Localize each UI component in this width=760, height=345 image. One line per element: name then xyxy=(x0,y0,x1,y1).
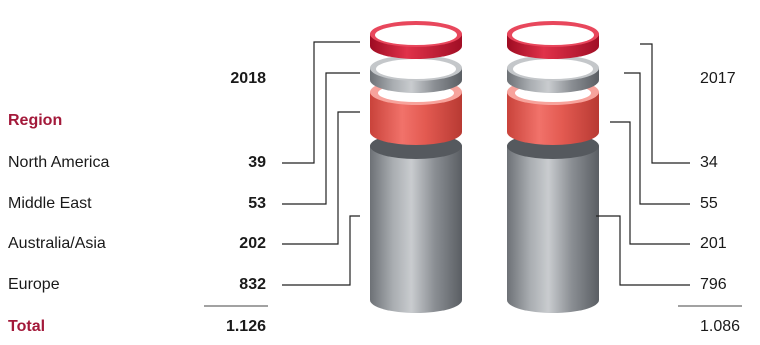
tube-stack-2018 xyxy=(370,21,462,313)
leader-2018-middle-east xyxy=(282,72,360,205)
tube-stack-2017 xyxy=(507,21,599,313)
value-2018-north-america: 39 xyxy=(248,154,266,171)
tube-segment-europe-2017 xyxy=(507,146,599,313)
region-heading: Region xyxy=(8,112,63,129)
row-label-australia-asia: Australia/Asia xyxy=(8,235,106,252)
tube-segment-australia-asia-2018 xyxy=(370,92,462,145)
tube-hole-middle-east-2018 xyxy=(376,59,456,79)
value-2017-north-america: 34 xyxy=(700,154,718,171)
row-label-europe: Europe xyxy=(8,276,60,293)
total-label: Total xyxy=(8,318,46,335)
leader-2018-australia-asia xyxy=(282,111,360,245)
value-2017-middle-east: 55 xyxy=(700,195,718,212)
tube-segment-australia-asia-2017 xyxy=(507,92,599,145)
year-2017-label: 2017 xyxy=(700,70,736,87)
tube-hole-north-america-2018 xyxy=(375,25,457,45)
tube-hole-north-america-2017 xyxy=(512,25,594,45)
leader-2017-middle-east xyxy=(624,72,690,205)
year-2018-label: 2018 xyxy=(230,70,266,87)
value-2017-australia-asia: 201 xyxy=(700,235,727,252)
value-2018-europe: 832 xyxy=(239,276,266,293)
value-2017-europe: 796 xyxy=(700,276,727,293)
leader-2017-europe xyxy=(596,215,690,286)
total-2017: 1.086 xyxy=(700,318,741,335)
leader-2017-north-america xyxy=(640,43,690,164)
value-2018-middle-east: 53 xyxy=(248,195,266,212)
row-label-middle-east: Middle East xyxy=(8,195,92,212)
tube-hole-middle-east-2017 xyxy=(513,59,593,79)
value-2018-australia-asia: 202 xyxy=(239,235,266,252)
leader-2018-north-america xyxy=(282,41,360,164)
total-2018: 1.126 xyxy=(225,318,266,335)
leader-2018-europe xyxy=(282,215,360,286)
tube-segment-europe-2018 xyxy=(370,146,462,313)
row-label-north-america: North America xyxy=(8,154,110,171)
leader-2017-australia-asia xyxy=(610,121,690,245)
